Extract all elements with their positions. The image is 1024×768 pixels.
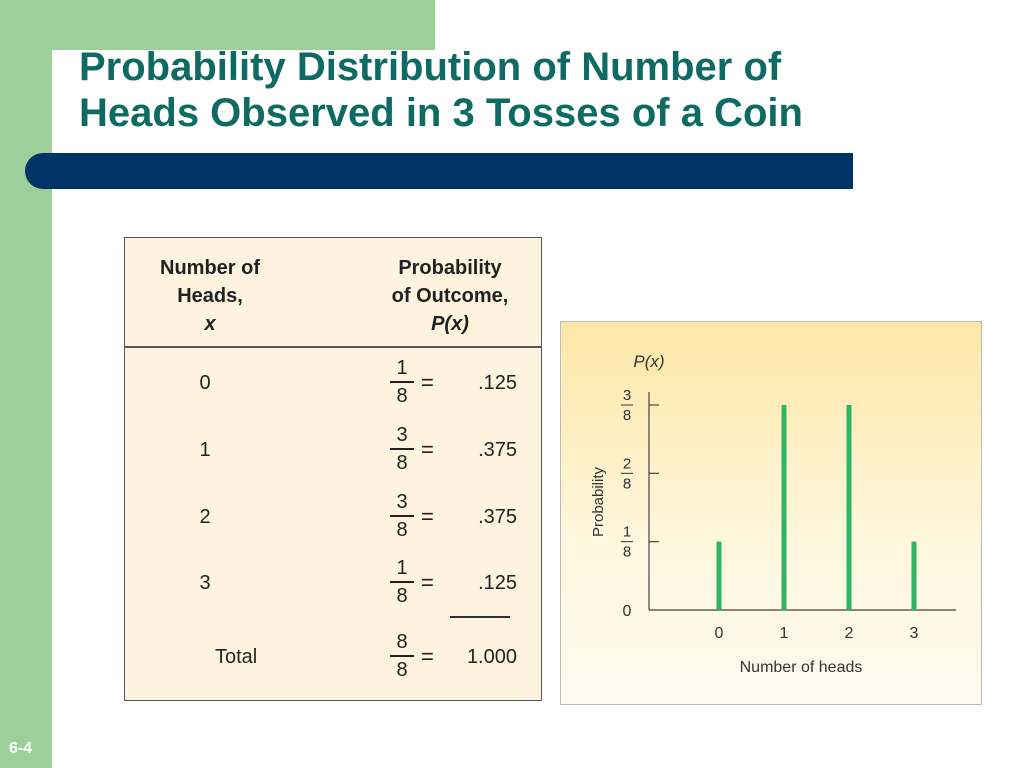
- chart-canvas: P(x) 0 1 8 2 8 3 8 Probability 0 1 2 3 Number of head…: [590, 352, 956, 676]
- title-rule-bar: [25, 153, 853, 189]
- x-tick-label-3: 3: [910, 625, 919, 642]
- x-tick-label-0: 0: [715, 625, 724, 642]
- row-0-numerator: 1: [396, 357, 408, 379]
- slide-title: Probability Distribution of Number of He…: [79, 44, 979, 136]
- row-2-probability: .375: [478, 506, 517, 528]
- y-tick-numerator: 3: [623, 387, 631, 404]
- row-2-equals: =: [421, 504, 434, 529]
- probability-bar-chart: P(x) 0 1 8 2 8 3 8 Probability 0 1 2 3 Number of head…: [560, 321, 982, 705]
- row-3-probability: .125: [478, 572, 517, 594]
- y-axis-label: Probability: [590, 466, 607, 537]
- row-1-x: 1: [199, 439, 211, 461]
- slide-title-line-1: Probability Distribution of Number of: [79, 45, 782, 89]
- y-tick-numerator: 2: [623, 455, 631, 472]
- total-probability: 1.000: [466, 646, 517, 668]
- row-1-probability: .375: [478, 439, 517, 461]
- row-3-numerator: 1: [396, 557, 408, 579]
- row-3-fraction: 1 8: [387, 556, 417, 608]
- total-equals: =: [421, 644, 434, 669]
- header-left-line-2: Heads,: [177, 285, 243, 307]
- y-axis-title: P(x): [633, 352, 664, 371]
- slide-number: 6-4: [9, 740, 33, 757]
- row-0-denominator: 8: [396, 384, 408, 407]
- row-2-x: 2: [199, 506, 211, 528]
- row-3-fraction-bar: [390, 581, 414, 583]
- total-label: Total: [215, 646, 258, 668]
- y-tick-denominator: 8: [623, 407, 631, 424]
- row-2-numerator: 3: [396, 491, 408, 513]
- left-decor-band: [0, 0, 52, 768]
- row-2-denominator: 8: [396, 518, 408, 541]
- row-1-numerator: 3: [396, 424, 408, 446]
- row-0-fraction-bar: [390, 381, 414, 383]
- total-fraction: 8 8: [387, 630, 417, 682]
- top-decor-band: [0, 0, 435, 50]
- y-tick-denominator: 8: [623, 544, 631, 561]
- probability-table: Number of Heads, x Probability of Outcom…: [124, 237, 542, 701]
- row-0-fraction: 1 8: [387, 356, 417, 408]
- row-1-fraction: 3 8: [387, 423, 417, 475]
- row-1-equals: =: [421, 437, 434, 462]
- row-1-fraction-bar: [390, 448, 414, 450]
- x-tick-label-1: 1: [780, 625, 789, 642]
- x-axis-label: Number of heads: [740, 659, 863, 676]
- total-numerator: 8: [396, 631, 408, 653]
- total-denominator: 8: [396, 658, 408, 681]
- row-3-denominator: 8: [396, 584, 408, 607]
- row-0-x: 0: [199, 372, 211, 394]
- header-probability: Probability of Outcome, P(x): [370, 254, 530, 338]
- row-0-equals: =: [421, 370, 434, 395]
- header-divider: [125, 346, 541, 348]
- row-2-fraction-bar: [390, 515, 414, 517]
- header-right-line-2: of Outcome,: [391, 285, 509, 307]
- row-2-fraction: 3 8: [387, 490, 417, 542]
- row-3-equals: =: [421, 570, 434, 595]
- y-tick-label-0: 0: [623, 603, 632, 620]
- total-fraction-bar: [390, 655, 414, 657]
- header-left-line-1: Number of: [160, 257, 260, 279]
- header-left-variable: x: [204, 313, 216, 335]
- header-right-variable: P(x): [431, 313, 469, 335]
- y-tick-numerator: 1: [623, 524, 631, 541]
- row-1-denominator: 8: [396, 451, 408, 474]
- sum-underline: [450, 616, 510, 618]
- y-tick-denominator: 8: [623, 475, 631, 492]
- header-number-of-heads: Number of Heads, x: [135, 254, 285, 338]
- slide-title-line-2: Heads Observed in 3 Tosses of a Coin: [79, 91, 803, 135]
- row-3-x: 3: [199, 572, 211, 594]
- x-tick-label-2: 2: [845, 625, 854, 642]
- header-right-line-1: Probability: [398, 257, 502, 279]
- row-0-probability: .125: [478, 372, 517, 394]
